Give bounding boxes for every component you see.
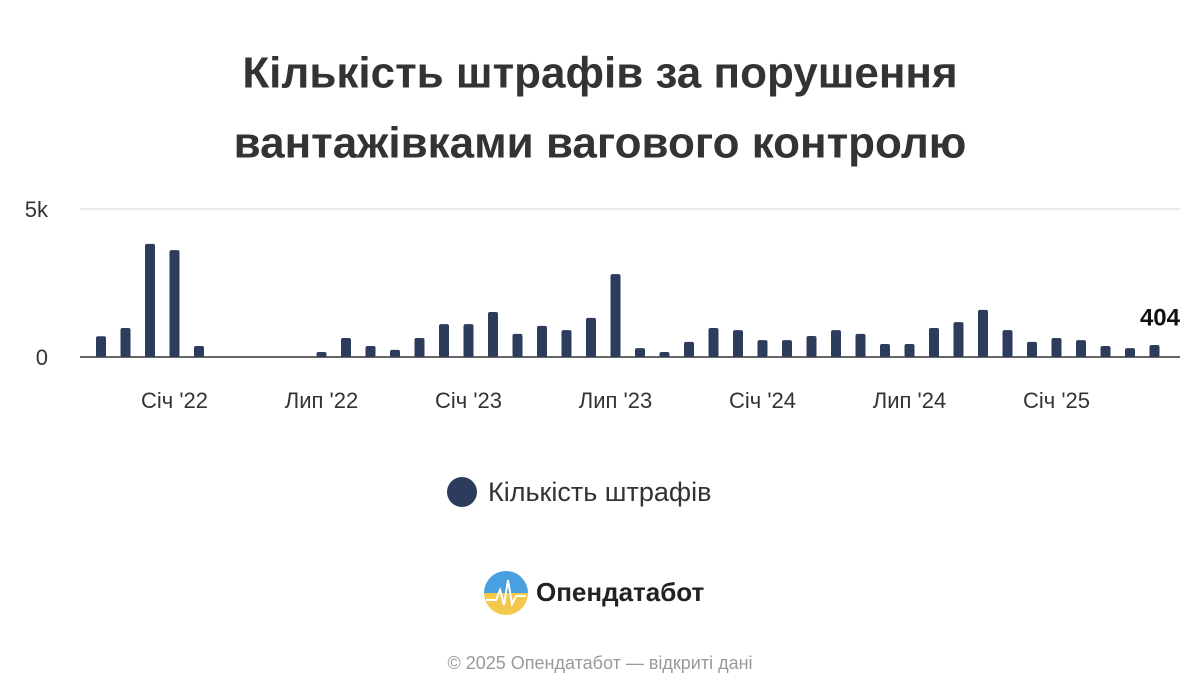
bar xyxy=(537,325,547,357)
legend-marker xyxy=(447,477,477,507)
bar xyxy=(880,343,890,357)
bar xyxy=(929,327,939,357)
bar xyxy=(978,309,988,357)
bar xyxy=(757,340,768,357)
bar xyxy=(561,330,572,357)
bar xyxy=(855,333,866,357)
bar xyxy=(96,336,106,357)
chart-title: вантажівками вагового контролю xyxy=(234,119,967,168)
bar xyxy=(610,274,621,357)
bar xyxy=(145,243,155,357)
bar xyxy=(365,346,376,357)
bar xyxy=(390,349,400,357)
bar xyxy=(635,348,645,357)
bar xyxy=(439,324,449,357)
x-tick-label: Січ '24 xyxy=(729,388,796,413)
bar xyxy=(120,327,131,357)
x-tick-label: Січ '23 xyxy=(435,388,502,413)
logo xyxy=(484,571,528,615)
bar xyxy=(684,341,694,357)
bar xyxy=(463,324,474,357)
bar xyxy=(586,317,596,357)
bar xyxy=(194,346,204,357)
bar xyxy=(1027,341,1037,357)
bar xyxy=(733,330,743,357)
bar xyxy=(831,330,841,357)
bar xyxy=(806,335,817,357)
x-tick-label: Лип '24 xyxy=(873,388,946,413)
brand: Опендатабот xyxy=(536,577,705,607)
bar xyxy=(953,322,964,357)
footer: © 2025 Опендатабот — відкриті дані xyxy=(447,653,752,673)
chart-title: Кількість штрафів за порушення xyxy=(242,49,957,98)
y-tick-label: 5k xyxy=(25,197,49,222)
bar xyxy=(316,351,327,357)
bar xyxy=(708,327,719,357)
bar xyxy=(1002,330,1013,357)
x-tick-label: Січ '22 xyxy=(141,388,208,413)
legend-label: Кількість штрафів xyxy=(488,477,711,507)
y-tick-label: 0 xyxy=(36,345,48,370)
bar xyxy=(1100,346,1111,357)
bar xyxy=(659,351,670,357)
bar xyxy=(782,340,792,357)
bar xyxy=(1125,348,1135,357)
x-tick-label: Лип '22 xyxy=(285,388,358,413)
bar xyxy=(414,338,425,357)
bar xyxy=(488,312,498,357)
bar xyxy=(1051,338,1062,357)
x-tick-label: Січ '25 xyxy=(1023,388,1090,413)
bar xyxy=(512,333,523,357)
bar xyxy=(341,338,351,357)
x-tick-label: Лип '23 xyxy=(579,388,652,413)
bar xyxy=(169,250,180,357)
bar xyxy=(904,343,915,357)
bar xyxy=(1076,340,1086,357)
bar xyxy=(1149,345,1160,357)
data-label: 404 xyxy=(1140,304,1181,331)
